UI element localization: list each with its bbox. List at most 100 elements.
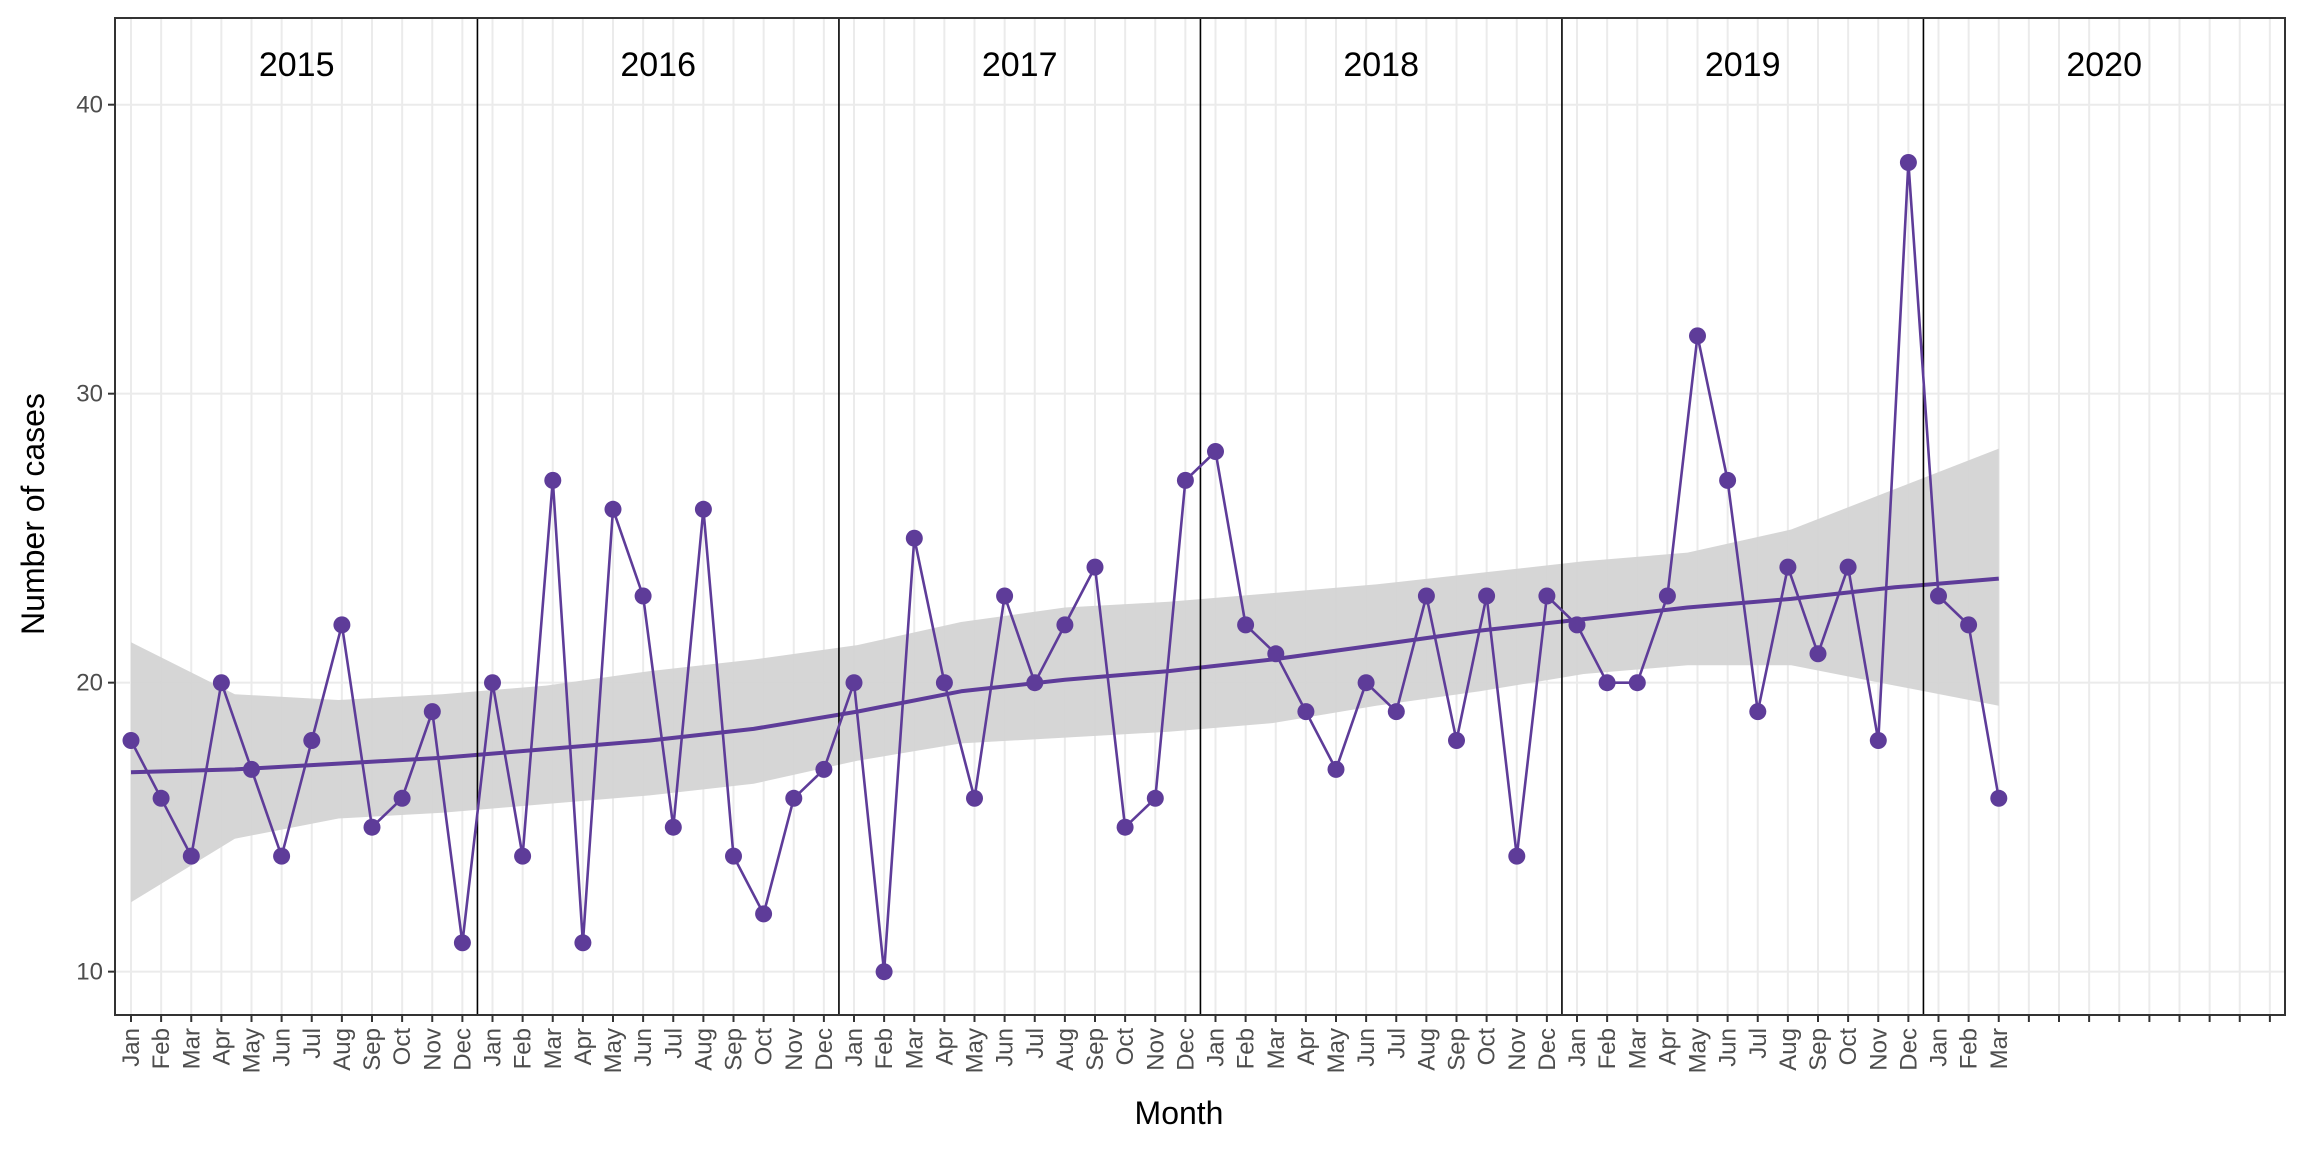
panel-border bbox=[114, 17, 2286, 1016]
x-tick-label: Sep bbox=[721, 1028, 748, 1071]
x-tick-label: Feb bbox=[1233, 1028, 1260, 1069]
data-point bbox=[875, 963, 893, 981]
data-point bbox=[1749, 703, 1767, 721]
y-tick-label: 40 bbox=[76, 92, 103, 119]
y-tick-label: 10 bbox=[76, 959, 103, 986]
data-point bbox=[453, 934, 471, 952]
series-layer bbox=[122, 154, 2008, 981]
data-point bbox=[1809, 645, 1827, 663]
data-point bbox=[122, 732, 140, 749]
data-point bbox=[1086, 558, 1104, 576]
x-tick-label: Dec bbox=[811, 1028, 838, 1071]
x-axis-title: Month bbox=[1135, 1095, 1224, 1131]
data-point bbox=[1658, 587, 1676, 605]
x-tick-label: Apr bbox=[1293, 1028, 1320, 1065]
x-tick-label: Jan bbox=[118, 1028, 145, 1067]
x-tick-label: Aug bbox=[1413, 1028, 1440, 1071]
x-tick-label: Nov bbox=[419, 1028, 446, 1071]
x-tick-label: Dec bbox=[1172, 1028, 1199, 1071]
data-point bbox=[694, 500, 712, 518]
data-point bbox=[212, 674, 230, 692]
data-point bbox=[634, 587, 652, 605]
data-point bbox=[966, 789, 983, 807]
data-point bbox=[1628, 674, 1646, 692]
data-point bbox=[1899, 154, 1917, 171]
x-tick-label: Mar bbox=[1263, 1028, 1290, 1069]
confidence-band-layer bbox=[131, 448, 1999, 903]
data-point bbox=[243, 760, 260, 778]
data-point bbox=[785, 789, 803, 807]
x-tick-label: Mar bbox=[1986, 1028, 2013, 1069]
year-label: 2017 bbox=[982, 46, 1058, 84]
data-point bbox=[815, 760, 833, 778]
x-tick-label: May bbox=[1323, 1028, 1350, 1073]
x-tick-label: Oct bbox=[1474, 1028, 1501, 1066]
x-tick-label: May bbox=[962, 1028, 989, 1073]
x-tick-label: Oct bbox=[751, 1028, 778, 1066]
data-point bbox=[1267, 645, 1285, 663]
x-tick-label: Mar bbox=[540, 1028, 567, 1069]
x-tick-label: Dec bbox=[1895, 1028, 1922, 1071]
x-tick-label: Jun bbox=[1353, 1028, 1380, 1067]
x-tick-label: Sep bbox=[1082, 1028, 1109, 1071]
y-tick-label: 20 bbox=[76, 670, 103, 697]
data-point bbox=[273, 847, 291, 865]
data-point bbox=[544, 471, 562, 489]
data-point bbox=[393, 789, 411, 807]
x-tick-label: Oct bbox=[389, 1028, 416, 1066]
data-point bbox=[1568, 616, 1586, 634]
x-tick-label: Sep bbox=[359, 1028, 386, 1071]
x-tick-label: Jan bbox=[1564, 1028, 1591, 1067]
year-label: 2015 bbox=[259, 46, 335, 84]
x-tick-label: May bbox=[239, 1028, 266, 1073]
x-tick-label: Feb bbox=[871, 1028, 898, 1069]
data-point bbox=[1689, 327, 1706, 345]
data-point bbox=[1056, 616, 1074, 634]
x-tick-label: Nov bbox=[781, 1028, 808, 1071]
y-axis-title: Number of cases bbox=[15, 393, 51, 635]
data-point bbox=[1478, 587, 1496, 605]
x-tick-label: Jun bbox=[1715, 1028, 1742, 1067]
data-point bbox=[1207, 443, 1224, 460]
x-tick-label: Jun bbox=[269, 1028, 296, 1067]
data-point bbox=[303, 732, 321, 749]
x-tick-label: Jul bbox=[1383, 1028, 1410, 1059]
x-tick-label: Apr bbox=[570, 1028, 597, 1065]
data-point bbox=[604, 500, 622, 518]
data-point bbox=[423, 703, 441, 721]
y-tick-label: 30 bbox=[76, 381, 103, 408]
x-tick-label: Dec bbox=[1534, 1028, 1561, 1071]
data-point bbox=[152, 789, 170, 807]
data-point bbox=[1990, 789, 2008, 807]
data-point bbox=[935, 674, 953, 692]
x-tick-label: Jan bbox=[841, 1028, 868, 1067]
x-tick-label: Feb bbox=[1956, 1028, 1983, 1069]
x-tick-label: Jan bbox=[480, 1028, 507, 1067]
x-tick-label: Feb bbox=[148, 1028, 175, 1069]
x-tick-label: Sep bbox=[1805, 1028, 1832, 1071]
x-tick-label: Apr bbox=[931, 1028, 958, 1065]
data-point bbox=[1387, 703, 1405, 721]
data-point bbox=[1417, 587, 1435, 605]
data-point bbox=[1327, 760, 1345, 778]
data-point bbox=[1598, 674, 1616, 692]
data-point bbox=[1448, 732, 1465, 749]
trend-line bbox=[130, 576, 1999, 775]
data-point bbox=[1116, 818, 1134, 836]
data-point bbox=[1146, 789, 1164, 807]
data-point bbox=[664, 818, 682, 836]
x-tick-label: Nov bbox=[1865, 1028, 1892, 1071]
data-point bbox=[363, 818, 381, 836]
data-point bbox=[1176, 471, 1194, 489]
data-point bbox=[333, 616, 351, 634]
x-tick-label: Apr bbox=[1654, 1028, 1681, 1065]
x-tick-label: Apr bbox=[208, 1028, 235, 1065]
x-tick-label: Sep bbox=[1444, 1028, 1471, 1071]
x-tick-label: Aug bbox=[1775, 1028, 1802, 1071]
x-tick-label: Feb bbox=[510, 1028, 537, 1069]
x-tick-label: Jan bbox=[1926, 1028, 1953, 1067]
data-point bbox=[1930, 587, 1947, 605]
data-point bbox=[845, 674, 863, 692]
